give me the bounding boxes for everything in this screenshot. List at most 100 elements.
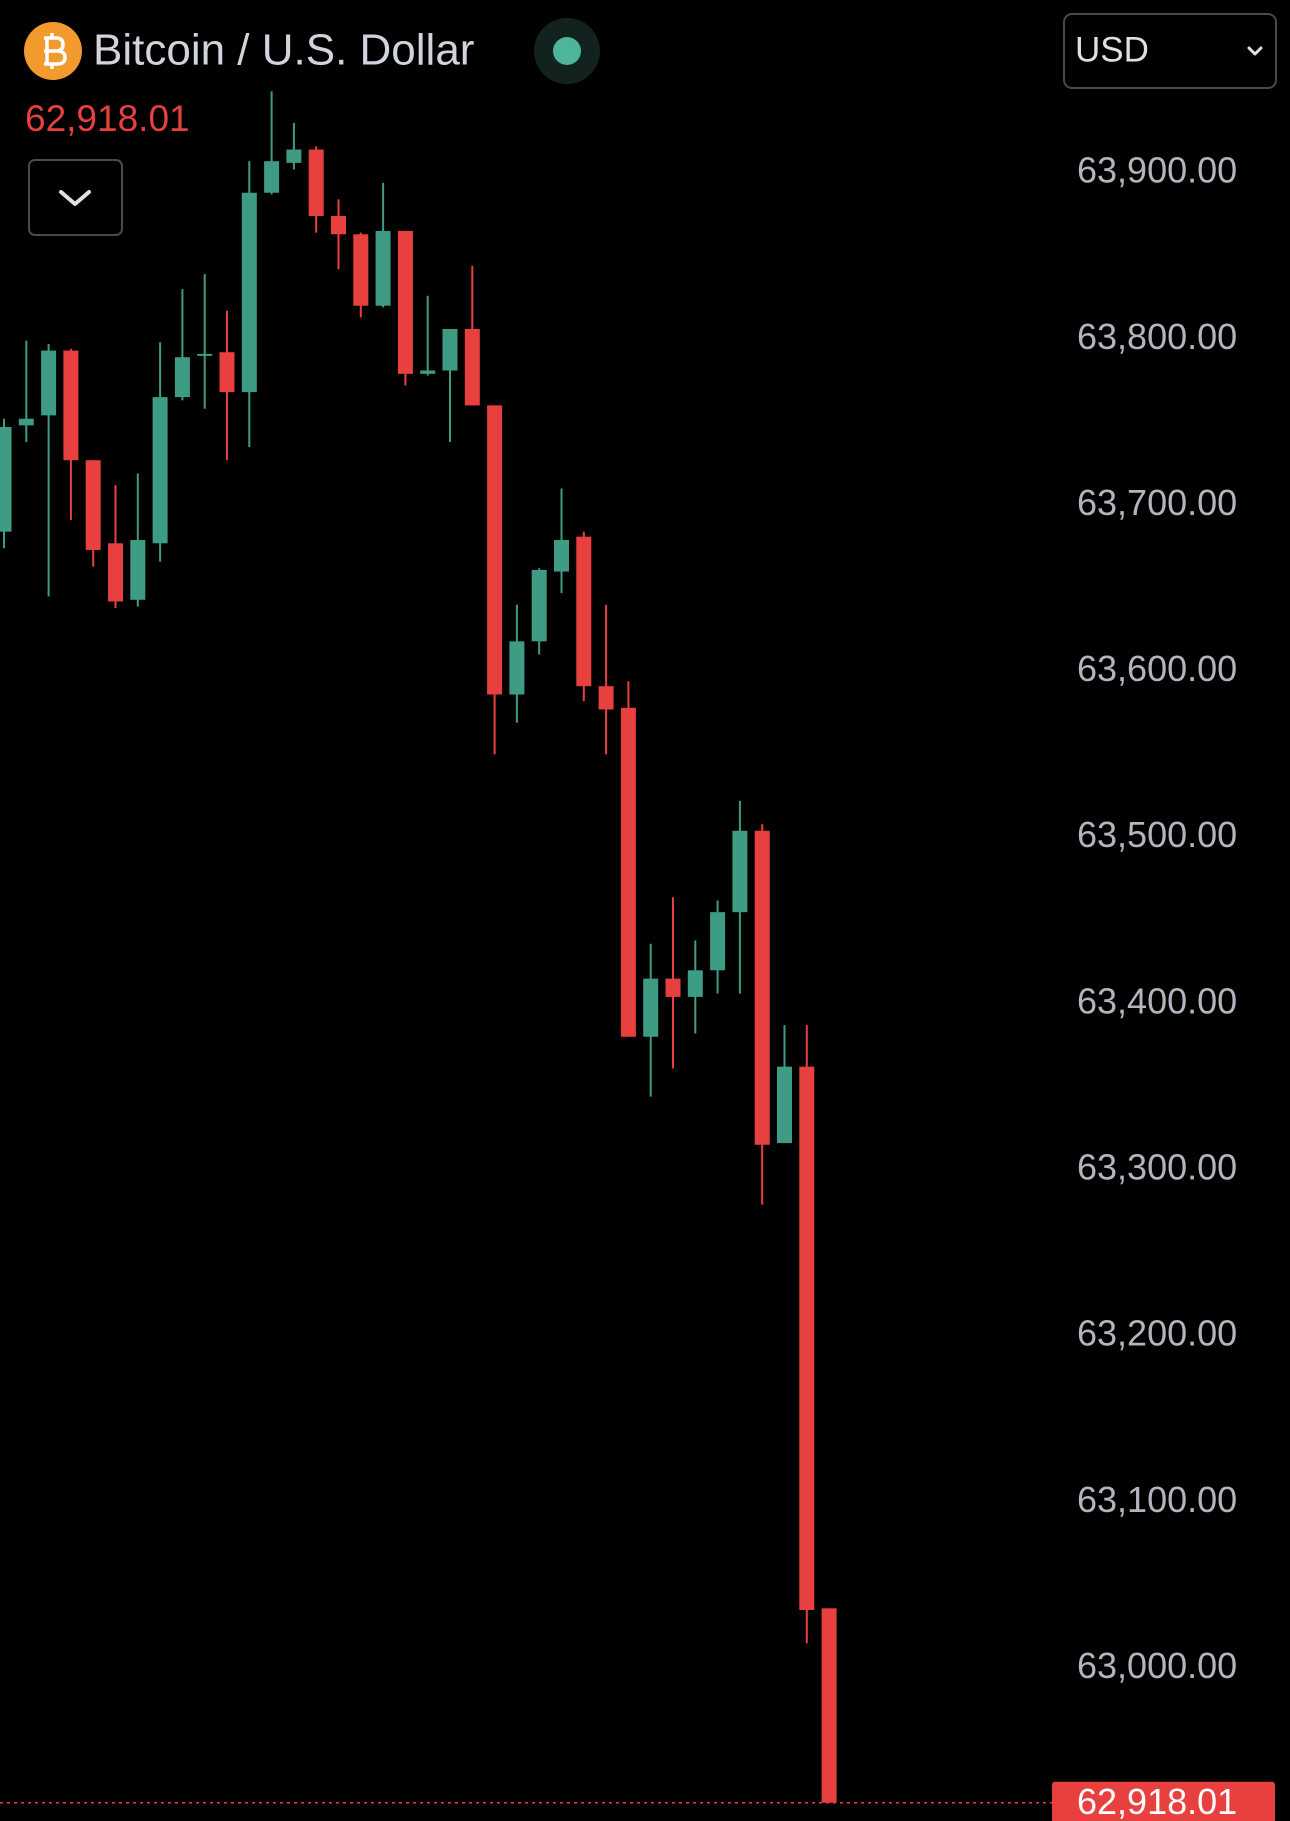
- candle: [353, 232, 369, 318]
- candle: [687, 940, 703, 1034]
- y-tick-label: 63,900.00: [1077, 150, 1237, 191]
- candle-body: [598, 686, 614, 710]
- candle: [197, 274, 213, 409]
- bitcoin-icon-glyph: [44, 33, 67, 69]
- y-tick-label: 63,600.00: [1077, 648, 1237, 689]
- collapse-button-frame[interactable]: [28, 159, 123, 236]
- candle-body: [152, 397, 168, 544]
- candle-body: [219, 352, 235, 393]
- y-tick-label: 63,300.00: [1077, 1147, 1237, 1188]
- candle-body: [85, 460, 101, 550]
- candle: [598, 604, 614, 755]
- y-tick-label: 63,400.00: [1077, 980, 1237, 1021]
- candle-body: [442, 328, 458, 371]
- candle-body: [0, 427, 12, 532]
- candle-body: [799, 1066, 815, 1610]
- candle-body: [264, 161, 280, 193]
- candle-body: [620, 707, 636, 1037]
- status-indicator: [553, 37, 581, 65]
- y-tick-label: 63,800.00: [1077, 316, 1237, 357]
- candle: [18, 340, 34, 442]
- candle: [286, 122, 302, 170]
- candle-body: [576, 536, 592, 687]
- candle: [420, 295, 436, 376]
- candle-body: [821, 1608, 837, 1803]
- candle-body: [464, 328, 480, 406]
- candle-body: [554, 539, 569, 572]
- candle: [174, 289, 190, 401]
- chart-title: Bitcoin / U.S. Dollar: [93, 26, 474, 75]
- candle: [331, 199, 346, 270]
- currency-selector-frame[interactable]: [1063, 13, 1277, 89]
- candle: [710, 900, 726, 994]
- candle-body: [375, 230, 391, 306]
- candle: [531, 568, 547, 655]
- symbol-icon: [24, 22, 82, 80]
- candle: [442, 328, 458, 442]
- candle: [821, 1608, 837, 1803]
- candle-body: [710, 912, 726, 971]
- candle: [487, 405, 503, 755]
- last-price-box: [1052, 1781, 1275, 1821]
- candle: [643, 943, 659, 1097]
- candle: [754, 824, 770, 1205]
- candle-body: [286, 149, 302, 163]
- candle-body: [531, 569, 547, 642]
- candle: [620, 681, 636, 1037]
- candle-body: [509, 641, 525, 695]
- candle: [130, 473, 146, 607]
- candle-body: [63, 350, 79, 461]
- y-tick-label: 63,500.00: [1077, 814, 1237, 855]
- candle: [464, 265, 480, 406]
- currency-label: USD: [1075, 30, 1149, 69]
- y-tick-label: 63,700.00: [1077, 482, 1237, 523]
- candle: [509, 604, 525, 723]
- candle: [108, 485, 123, 609]
- candle-body: [41, 350, 57, 416]
- candle: [63, 348, 79, 521]
- candle: [554, 488, 569, 594]
- currency-selector[interactable]: USD: [1063, 13, 1277, 89]
- candle-body: [353, 234, 369, 306]
- candle-body: [643, 978, 659, 1037]
- candle-body: [687, 970, 703, 997]
- last-price-label: 62,918.01: [1077, 1781, 1237, 1821]
- candle-body: [754, 830, 770, 1145]
- candle-body: [18, 418, 34, 426]
- currency-chevron: [1247, 46, 1263, 56]
- candle-body: [308, 149, 324, 216]
- candle-body: [108, 543, 123, 602]
- candle: [152, 342, 168, 562]
- candle-body: [130, 539, 146, 600]
- candle: [308, 146, 324, 233]
- candle-body: [197, 353, 213, 356]
- candle-body: [174, 357, 190, 398]
- candle: [799, 1025, 815, 1644]
- candle-body: [241, 192, 257, 393]
- collapse-chevron: [59, 190, 91, 206]
- candle-body: [665, 978, 681, 997]
- y-tick-label: 63,200.00: [1077, 1313, 1237, 1354]
- candle: [397, 230, 413, 386]
- candle: [576, 531, 592, 702]
- candle: [777, 1025, 792, 1144]
- candle-body: [732, 830, 748, 913]
- candle-body: [487, 405, 503, 695]
- candle: [219, 310, 235, 461]
- plot-area: [0, 91, 837, 1803]
- y-tick-label: 63,100.00: [1077, 1479, 1237, 1520]
- candle: [41, 343, 57, 597]
- y-tick-label: 63,000.00: [1077, 1645, 1237, 1686]
- candle-body: [420, 370, 436, 374]
- header-price: 62,918.01: [25, 98, 190, 139]
- collapse-button[interactable]: [28, 159, 123, 236]
- candle: [241, 161, 257, 447]
- candle: [665, 897, 681, 1069]
- candle: [732, 800, 748, 994]
- candle-body: [397, 230, 413, 374]
- candle: [375, 182, 391, 308]
- candle-body: [777, 1066, 792, 1144]
